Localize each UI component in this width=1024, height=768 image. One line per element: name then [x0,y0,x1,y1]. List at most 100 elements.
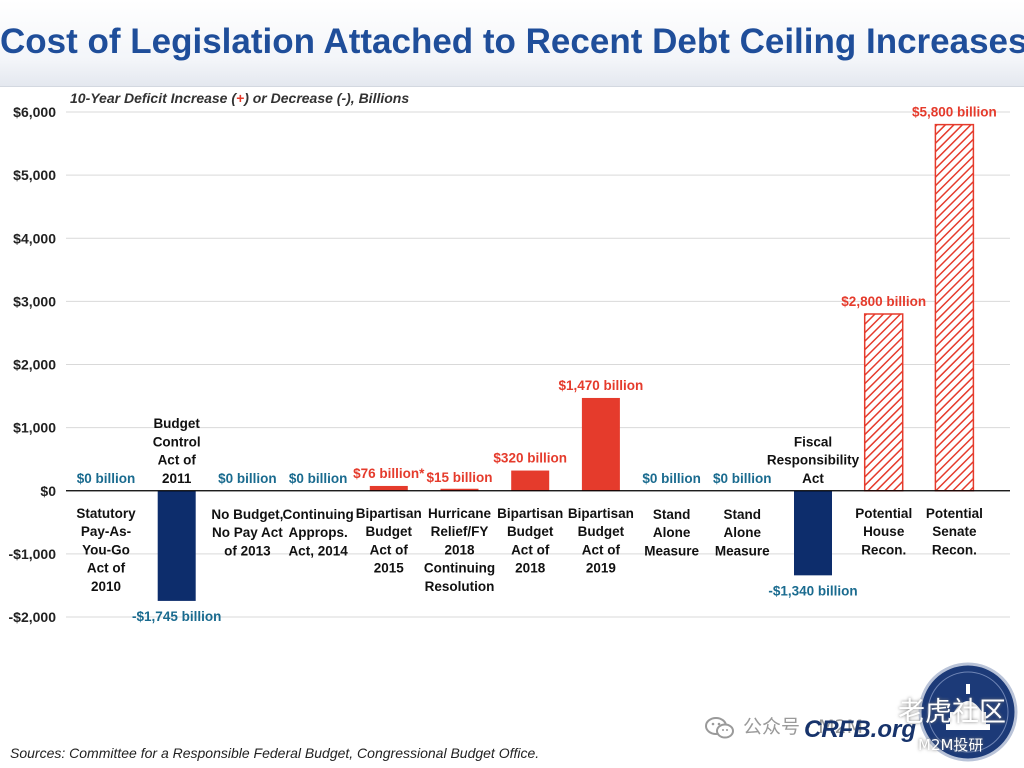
y-tick-label: $3,000 [13,293,56,309]
category-label-line: Act of [582,542,621,557]
category-label-line: Bipartisan [356,506,422,521]
subtitle-text-start: 10-Year Deficit Increase ( [70,90,237,106]
category-labels: Statutory Pay-As- You-Go Act of 2010 Budget Co… [76,416,983,594]
data-label: $76 billion* [353,466,425,481]
y-tick-label: $1,000 [13,420,56,436]
value-labels: $0 billion -$1,745 billion $0 billion $0 bi… [77,105,997,624]
data-label: $0 billion [713,471,772,486]
y-tick-label: -$1,000 [9,546,57,562]
category-label: Bipartisan Budget Act of 2018 [497,506,563,576]
category-label: No Budget, No Pay Act of 2013 [211,507,283,558]
category-label-line: Act of [158,453,197,468]
category-label-line: of 2013 [224,543,271,558]
category-label-line: Pay-As- [81,524,131,539]
data-label: $0 billion [77,471,136,486]
category-label-line: 2018 [515,561,546,576]
category-label-line: Budget [366,524,413,539]
category-label-line: Responsibility [767,453,860,468]
data-label: $0 billion [289,471,348,486]
category-label-line: Act of [87,561,126,576]
category-label: Fiscal Responsibility Act [767,434,860,485]
category-label-line: Alone [724,525,762,540]
category-label-line: Measure [715,543,770,558]
category-label-line: Continuing [282,507,353,522]
category-label-line: Act [802,471,824,486]
channel-watermark: M2M投研 [918,736,984,754]
category-label: Hurricane Relief/FY 2018 Continuing Resoluti… [424,506,495,594]
data-label: $1,470 billion [559,378,644,393]
subtitle-plus: + [236,90,245,106]
category-label-line: Control [153,434,201,449]
y-tick-label: $5,000 [13,167,56,183]
y-axis: -$2,000 -$1,000 $0 $1,000 $2,000 $3,000 $4,000… [9,104,57,625]
category-label-line: Hurricane [428,506,492,521]
bar [511,470,550,491]
category-label-line: Approps. [288,525,347,540]
category-label-line: Alone [653,525,691,540]
category-label-line: 2019 [586,561,616,576]
category-label: Stand Alone Measure [644,507,699,558]
category-label: Stand Alone Measure [715,507,770,558]
category-label-line: No Budget, [211,507,283,522]
category-label-line: 2011 [162,471,192,486]
y-tick-label: -$2,000 [9,609,57,625]
bar [369,485,408,491]
category-label: Potential House Recon. [855,506,912,557]
category-label-line: Statutory [76,506,136,521]
chart-subtitle: 10-Year Deficit Increase (+) or Decrease… [70,90,409,106]
category-label-line: No Pay Act [212,525,283,540]
bar [157,490,196,601]
data-label: -$1,340 billion [768,583,857,598]
sources-footnote: Sources: Committee for a Responsible Fed… [10,745,540,761]
bar [581,397,620,491]
category-label-line: Potential [855,506,912,521]
category-label-line: Fiscal [794,434,832,449]
category-label-line: 2018 [444,542,475,557]
wechat-text: 公众号 · M2M [743,716,863,738]
bar [934,123,975,492]
category-label: Continuing Approps. Act, 2014 [282,507,353,558]
category-label: Budget Control Act of 2011 [153,416,201,486]
category-label-line: Budget [578,524,625,539]
y-tick-label: $6,000 [13,104,56,120]
category-label-line: Measure [644,543,699,558]
data-label: $0 billion [218,471,277,486]
category-label-line: Bipartisan [497,506,563,521]
page-title: Cost of Legislation Attached to Recent D… [0,22,1024,61]
category-label-line: Potential [926,506,983,521]
category-label: Bipartisan Budget Act of 2019 [568,506,634,576]
y-tick-label: $4,000 [13,230,56,246]
category-label: Bipartisan Budget Act of 2015 [356,506,422,576]
category-label-line: Stand [653,507,691,522]
data-label: $5,800 billion [912,105,997,120]
category-label: Potential Senate Recon. [926,506,983,557]
data-label: $2,800 billion [841,294,926,309]
bars [66,123,1010,601]
crfb-brand: CRFB.org [804,716,916,743]
title-band [0,0,1024,87]
category-label-line: Act, 2014 [288,543,348,558]
wechat-watermark: 公众号 · M2M [705,712,863,740]
category-label-line: Recon. [861,542,906,557]
category-label-line: Stand [724,507,762,522]
category-label-line: Relief/FY [431,524,489,539]
category-label-line: You-Go [82,542,130,557]
category-label-line: 2010 [91,579,121,594]
data-label: $320 billion [493,451,567,466]
bar [440,488,479,491]
y-tick-label: $0 [40,483,56,499]
category-label-line: Senate [932,524,977,539]
y-tick-label: $2,000 [13,357,56,373]
category-label-line: Bipartisan [568,506,634,521]
category-label-line: Act of [370,542,409,557]
capitol-seal-icon [918,662,1018,762]
category-label: Statutory Pay-As- You-Go Act of 2010 [76,506,136,594]
category-label-line: House [863,524,905,539]
bar [863,313,904,492]
wechat-icon [705,716,734,738]
community-watermark: 老虎社区 [898,697,1006,728]
subtitle-text-end: ) or Decrease (-), Billions [244,90,410,106]
data-label: $15 billion [426,470,492,485]
category-label-line: Budget [507,524,554,539]
